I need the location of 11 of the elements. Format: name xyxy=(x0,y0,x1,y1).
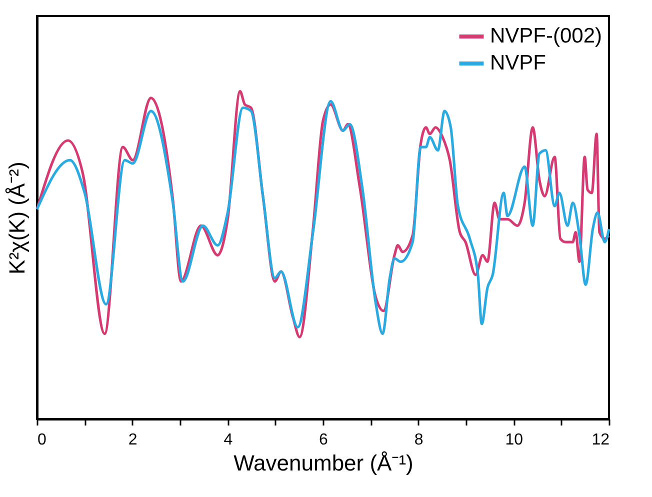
x-tick-label: 12 xyxy=(592,432,610,448)
x-tick-label: 6 xyxy=(319,432,328,448)
x-axis-title: Wavenumber (Å⁻¹) xyxy=(234,450,414,476)
x-tick-label: 0 xyxy=(38,432,46,448)
y-axis-title: K²χ(K) (Å⁻²) xyxy=(4,162,30,274)
x-tick-label: 2 xyxy=(128,432,138,448)
legend-label: NVPF xyxy=(490,52,546,74)
legend-label: NVPF-(002) xyxy=(490,24,602,48)
x-tick-label: 4 xyxy=(224,432,233,448)
x-tick-label: 10 xyxy=(505,432,524,448)
x-tick-label: 8 xyxy=(414,432,424,448)
